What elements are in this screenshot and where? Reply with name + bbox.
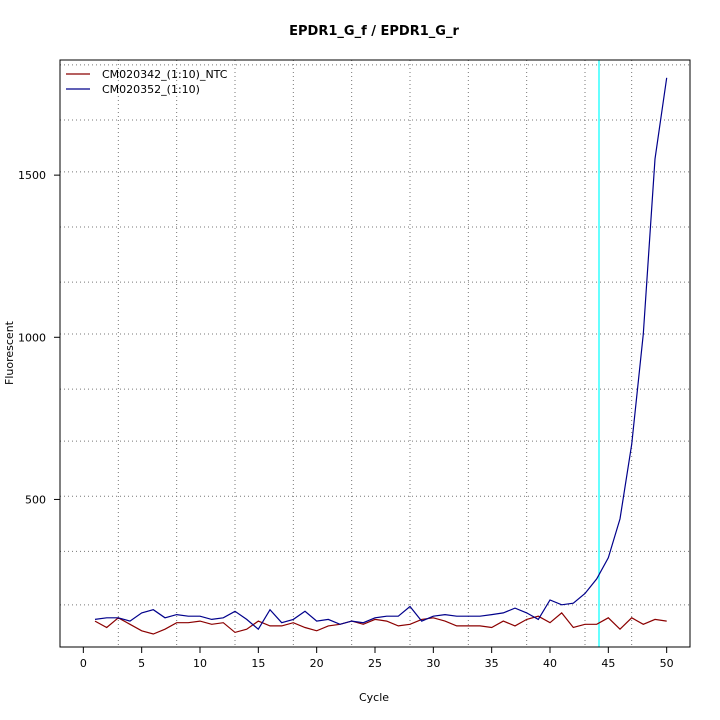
x-tick-label: 25 — [368, 657, 382, 670]
x-tick-label: 15 — [251, 657, 265, 670]
legend-label: CM020342_(1:10)_NTC — [102, 68, 228, 81]
x-tick-label: 20 — [310, 657, 324, 670]
x-tick-label: 0 — [80, 657, 87, 670]
y-tick-label: 500 — [25, 493, 46, 506]
y-tick-label: 1500 — [18, 169, 46, 182]
plot-frame — [59, 59, 691, 648]
grid-lines — [60, 60, 690, 647]
x-tick-label: 5 — [138, 657, 145, 670]
x-axis-label: Cycle — [359, 691, 389, 704]
series-line-1 — [94, 612, 667, 635]
x-tick-label: 45 — [601, 657, 615, 670]
x-axis: 0 5 10 15 20 25 30 35 40 45 50 — [80, 646, 674, 670]
x-tick-label: 30 — [426, 657, 440, 670]
y-tick-label: 1000 — [18, 331, 46, 344]
chart-title: EPDR1_G_f / EPDR1_G_r — [289, 24, 459, 39]
x-tick-label: 40 — [543, 657, 557, 670]
legend: CM020342_(1:10)_NTC CM020352_(1:10) — [66, 68, 228, 96]
series-lines — [94, 77, 668, 635]
y-axis-label: Fluorescent — [3, 320, 16, 385]
series-line-2 — [94, 77, 668, 631]
x-tick-label: 50 — [660, 657, 674, 670]
x-tick-label: 10 — [193, 657, 207, 670]
y-axis: 500 1000 1500 — [18, 169, 60, 506]
legend-label: CM020352_(1:10) — [102, 83, 200, 96]
x-tick-label: 35 — [485, 657, 499, 670]
